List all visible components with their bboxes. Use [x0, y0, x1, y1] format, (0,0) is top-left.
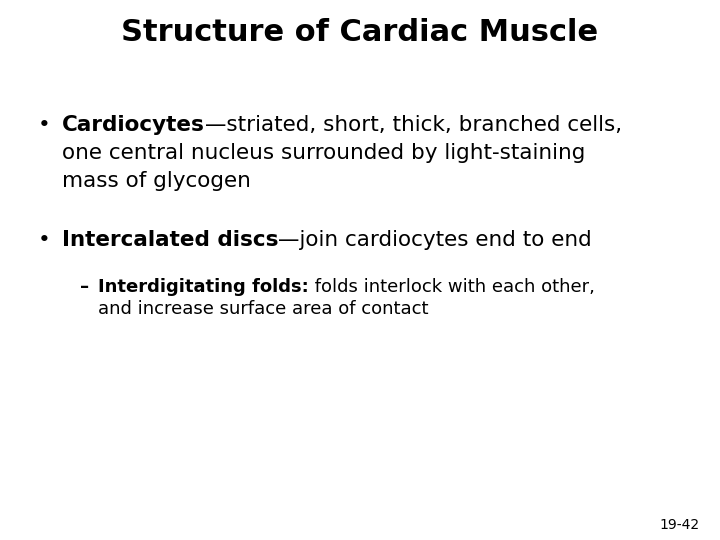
Text: 19-42: 19-42: [660, 518, 700, 532]
Text: •: •: [38, 230, 50, 250]
Text: –: –: [80, 278, 89, 296]
Text: Structure of Cardiac Muscle: Structure of Cardiac Muscle: [122, 18, 598, 47]
Text: •: •: [38, 115, 50, 135]
Text: and increase surface area of contact: and increase surface area of contact: [98, 300, 428, 318]
Text: Cardiocytes: Cardiocytes: [62, 115, 205, 135]
Text: folds interlock with each other,: folds interlock with each other,: [309, 278, 595, 296]
Text: —striated, short, thick, branched cells,: —striated, short, thick, branched cells,: [205, 115, 622, 135]
Text: Intercalated discs: Intercalated discs: [62, 230, 279, 250]
Text: mass of glycogen: mass of glycogen: [62, 171, 251, 191]
Text: one central nucleus surrounded by light-staining: one central nucleus surrounded by light-…: [62, 143, 585, 163]
Text: Interdigitating folds:: Interdigitating folds:: [98, 278, 309, 296]
Text: —join cardiocytes end to end: —join cardiocytes end to end: [279, 230, 593, 250]
